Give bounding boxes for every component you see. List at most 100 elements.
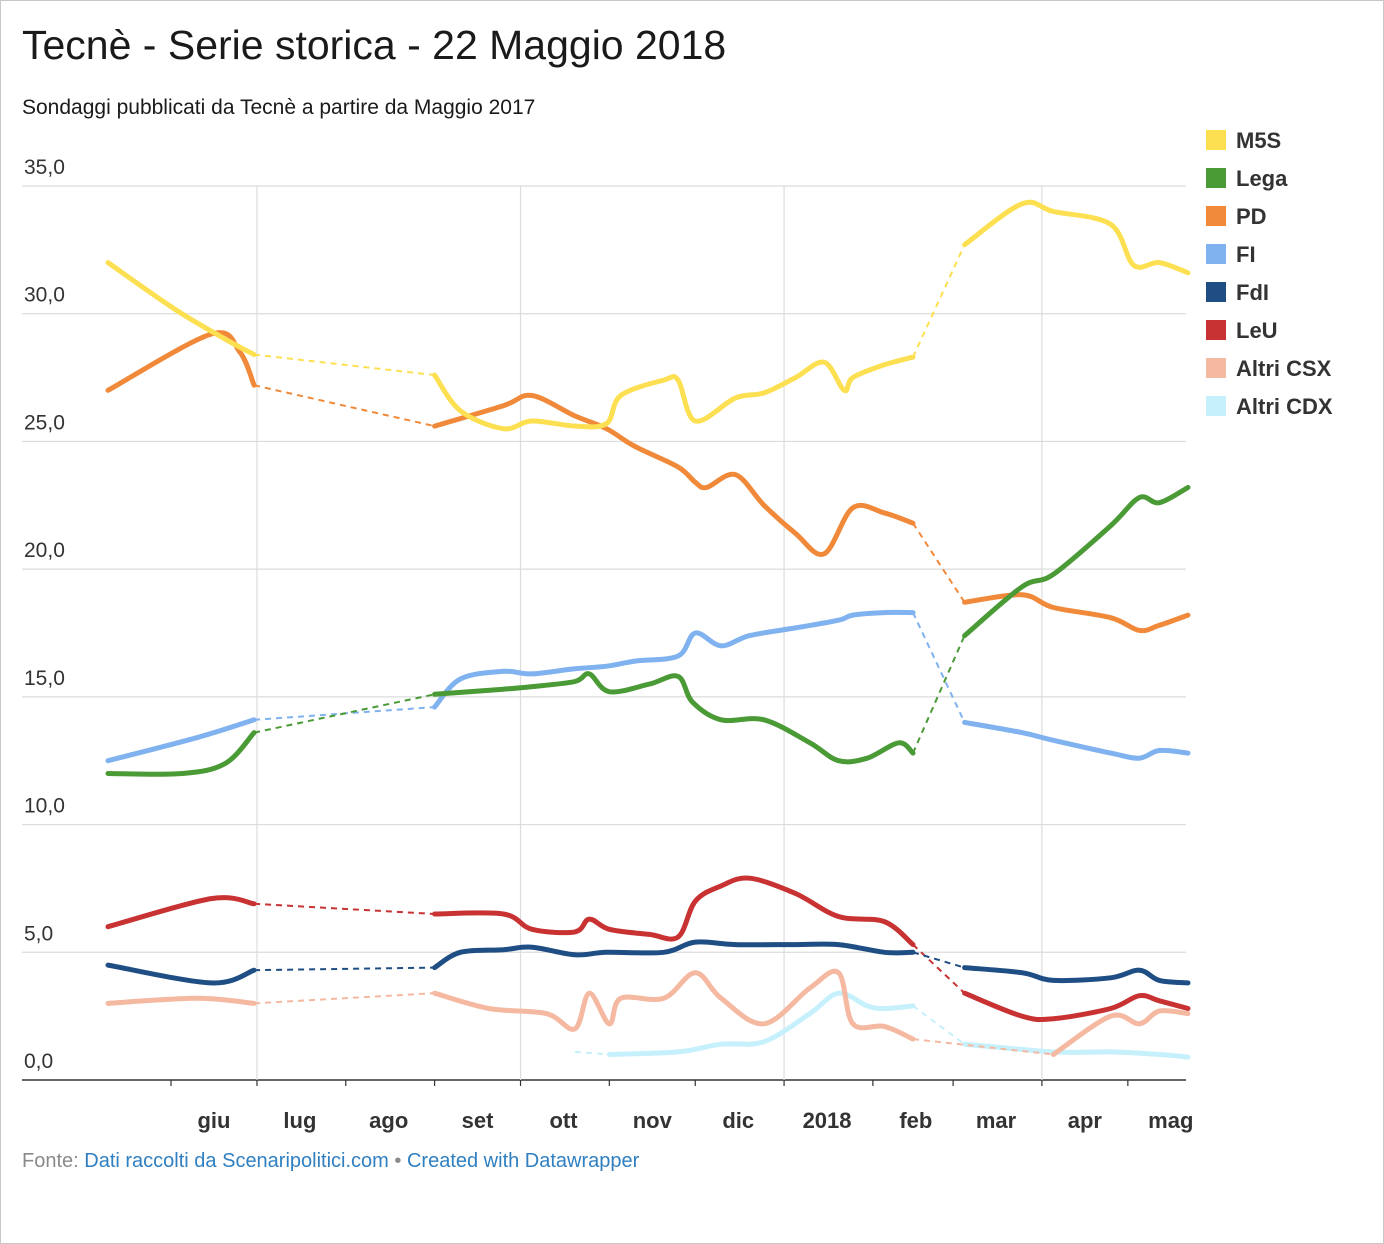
legend-swatch (1206, 168, 1226, 188)
line-leu (962, 990, 1191, 1023)
y-tick-label: 15,0 (24, 667, 65, 690)
chart-title: Tecnè - Serie storica - 22 Maggio 2018 (22, 22, 727, 68)
legend-item-pd: PD (1206, 204, 1267, 229)
legend-item-altri-cdx: Altri CDX (1206, 394, 1333, 419)
line-altri-cdx (606, 990, 916, 1057)
x-tick-label: nov (633, 1108, 673, 1133)
x-tick-label: mar (976, 1108, 1017, 1133)
y-tick-label: 25,0 (24, 411, 65, 434)
series-altri-cdx (574, 990, 1191, 1060)
line-altri-cdx (962, 1041, 1191, 1060)
x-axis-ticks: giu lug ago set ott nov dic 2018 feb mar apr mag (170, 1080, 1193, 1133)
x-tick-label: dic (722, 1108, 754, 1133)
gap-line-pd (912, 522, 966, 603)
y-tick-label: 35,0 (24, 156, 65, 179)
legend-swatch (1206, 244, 1226, 264)
line-m5s (962, 199, 1191, 276)
gap-line-m5s (253, 353, 435, 377)
line-pd (105, 330, 257, 393)
line-fdi (962, 965, 1191, 986)
series-fi (105, 609, 1191, 764)
legend-label: M5S (1236, 128, 1281, 153)
series-fdi (105, 939, 1191, 986)
line-fi (962, 719, 1191, 761)
series-altri-csx (105, 968, 1191, 1057)
line-pd (432, 392, 916, 557)
footer-prefix: Fonte: (22, 1150, 79, 1172)
x-tick-label: feb (899, 1108, 932, 1133)
source-link[interactable]: Dati raccolti da Scenaripolitici.com (84, 1150, 389, 1172)
gap-line-fi (912, 612, 966, 723)
legend-label: Altri CDX (1236, 394, 1333, 419)
x-tick-label: mag (1148, 1108, 1193, 1133)
gap-line-m5s (912, 244, 966, 358)
legend-label: FdI (1236, 280, 1269, 305)
legend-item-altri-csx: Altri CSX (1206, 356, 1332, 381)
gap-line-fdi (912, 951, 965, 969)
legend-item-fdi: FdI (1206, 280, 1269, 305)
y-tick-label: 20,0 (24, 539, 65, 562)
gap-line-altri-csx (254, 992, 435, 1005)
legend-item-leu: LeU (1206, 318, 1278, 343)
legend: M5S Lega PD FI FdI LeU Altri CSX Altri CDX (1206, 128, 1333, 419)
line-altri-csx (1050, 1008, 1191, 1057)
gap-line-altri-cdx (912, 1005, 966, 1046)
x-tick-label: apr (1068, 1108, 1103, 1133)
legend-item-fi: FI (1206, 242, 1256, 267)
gap-line-pd (253, 384, 435, 428)
grid-lines (22, 185, 1186, 1081)
line-leu (105, 895, 257, 930)
footer-separator: • (394, 1150, 402, 1172)
legend-swatch (1206, 282, 1226, 302)
legend-swatch (1206, 130, 1226, 150)
line-fi (105, 717, 257, 764)
x-tick-label: ott (549, 1108, 578, 1133)
y-tick-label: 5,0 (24, 922, 53, 945)
series-leu (105, 875, 1191, 1023)
legend-swatch (1206, 396, 1226, 416)
chart-subtitle: Sondaggi pubblicati da Tecnè a partire d… (22, 96, 536, 119)
datawrapper-link[interactable]: Created with Datawrapper (406, 1150, 640, 1172)
gap-line-lega (912, 635, 966, 754)
x-tick-label: set (462, 1108, 494, 1133)
x-tick-label: lug (283, 1108, 316, 1133)
line-altri-csx (105, 995, 257, 1006)
line-lega (105, 730, 257, 777)
legend-swatch (1206, 206, 1226, 226)
gap-line-lega (253, 693, 435, 734)
gap-line-altri-csx (912, 1038, 1054, 1056)
legend-label: PD (1236, 204, 1267, 229)
y-tick-label: 10,0 (24, 795, 65, 818)
legend-label: FI (1236, 242, 1256, 267)
gap-line-leu (912, 943, 966, 994)
series-m5s (105, 199, 1191, 432)
y-tick-label: 0,0 (24, 1050, 53, 1073)
series-pd (105, 330, 1191, 634)
line-pd (962, 592, 1191, 634)
legend-label: Lega (1236, 166, 1288, 191)
line-m5s (432, 354, 916, 432)
x-tick-label: giu (197, 1108, 230, 1133)
gap-line-fdi (254, 966, 435, 972)
x-tick-label: ago (369, 1108, 408, 1133)
legend-label: LeU (1236, 318, 1278, 343)
footer: Fonte: Dati raccolti da Scenaripolitici.… (22, 1150, 639, 1173)
legend-label: Altri CSX (1236, 356, 1332, 381)
y-tick-label: 30,0 (24, 284, 65, 307)
line-leu (432, 875, 916, 948)
line-m5s (105, 260, 257, 358)
line-altri-csx (432, 968, 916, 1042)
legend-swatch (1206, 358, 1226, 378)
gap-line-leu (254, 902, 435, 915)
series-lega (105, 484, 1191, 777)
series-lines (105, 199, 1191, 1060)
x-tick-label: 2018 (803, 1108, 852, 1133)
line-lega (432, 671, 916, 765)
line-fi (432, 609, 916, 710)
line-lega (962, 484, 1191, 639)
legend-item-lega: Lega (1206, 166, 1288, 191)
y-axis-ticks: 0,0 5,0 10,0 15,0 20,0 25,0 30,0 35,0 (24, 156, 65, 1073)
line-fdi (105, 962, 257, 986)
